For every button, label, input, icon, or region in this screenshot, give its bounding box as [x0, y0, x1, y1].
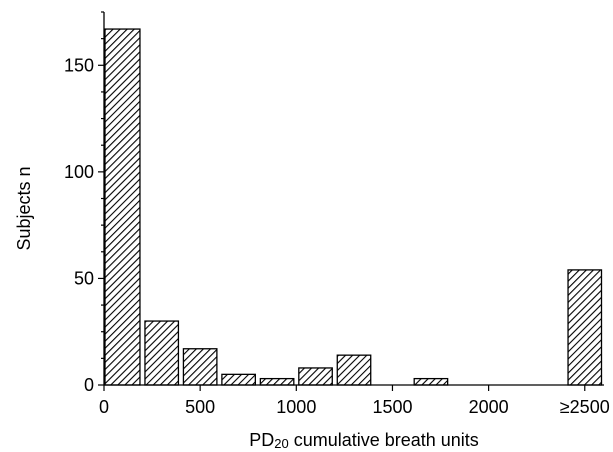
- bar-400-600: [182, 348, 218, 386]
- x-tick-label: 2000: [469, 397, 509, 417]
- bar-2400-2600: [567, 269, 603, 386]
- y-tick-label: 150: [64, 55, 94, 75]
- x-ticks-group: 0 500 1000 1500 2000 ≥2500: [99, 385, 610, 417]
- y-axis-label: Subjects n: [14, 166, 34, 250]
- x-axis-label-prefix: PD: [249, 430, 274, 450]
- x-tick-label: 0: [99, 397, 109, 417]
- bar-1600-1800: [413, 377, 449, 386]
- x-tick-label: 1000: [276, 397, 316, 417]
- bar-600-800: [221, 373, 256, 386]
- x-tick-label: 500: [185, 397, 215, 417]
- bar-800-1000: [259, 377, 295, 386]
- bar-1200-1400: [336, 354, 372, 386]
- x-tick-label: 1500: [372, 397, 412, 417]
- x-tick-label: ≥2500: [560, 397, 610, 417]
- y-ticks-group: 0 50 100 150: [64, 11, 104, 395]
- y-tick-label: 50: [74, 268, 94, 288]
- y-tick-label: 0: [84, 375, 94, 395]
- x-axis-label-subscript: 20: [274, 436, 288, 451]
- x-axis-label-suffix: cumulative breath units: [289, 430, 479, 450]
- bar-0-200: [104, 28, 141, 386]
- x-axis-label: PD20 cumulative breath units: [249, 430, 479, 451]
- bars-group: [104, 28, 603, 386]
- y-tick-label: 100: [64, 162, 94, 182]
- bar-1000-1200: [298, 367, 333, 386]
- bar-200-400: [144, 320, 180, 386]
